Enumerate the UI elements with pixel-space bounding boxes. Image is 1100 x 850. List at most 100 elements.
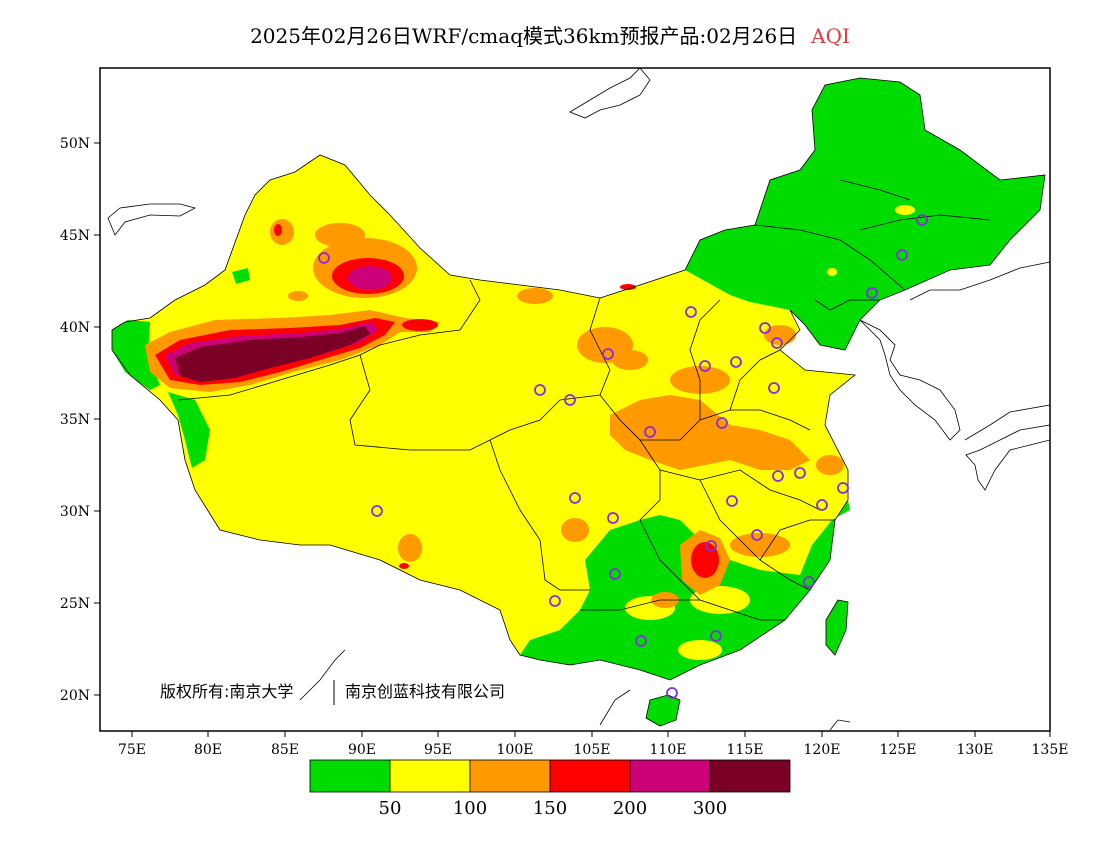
legend-swatch: [549, 759, 631, 793]
station-marker: [896, 249, 908, 261]
station-marker: [607, 512, 619, 524]
station-marker: [318, 252, 330, 264]
region-green-west: [112, 320, 160, 390]
station-marker: [751, 529, 763, 541]
station-marker: [635, 635, 647, 647]
region-green-sw-edge: [168, 392, 210, 468]
legend-label: 200: [613, 798, 647, 819]
station-marker: [534, 384, 546, 396]
station-marker: [730, 356, 742, 368]
lon-label: 120E: [804, 742, 841, 758]
lon-label: 80E: [194, 742, 222, 758]
spot-orange-gansu: [517, 288, 553, 304]
station-marker: [816, 499, 828, 511]
lat-label: 25N: [60, 596, 90, 612]
legend-label: 150: [533, 798, 567, 819]
taiwan-green: [825, 599, 849, 656]
station-marker: [768, 382, 780, 394]
lon-label: 100E: [497, 742, 534, 758]
station-marker: [726, 495, 738, 507]
station-marker: [549, 595, 561, 607]
station-marker: [716, 417, 728, 429]
lat-label: 35N: [60, 412, 90, 428]
lon-label: 130E: [957, 742, 994, 758]
spot-orange-sichuan: [561, 518, 589, 542]
copyright-right: 南京创蓝科技有限公司: [345, 682, 505, 701]
legend-swatch: [629, 759, 711, 793]
copyright-left: 版权所有:南京大学: [160, 682, 293, 701]
legend-swatch: [709, 759, 791, 793]
aqi-legend: 50 100 150 200 300: [309, 759, 791, 819]
neighbor-coastlines: [107, 67, 1051, 731]
spot-orange-jiangsu: [816, 455, 844, 475]
title-variable: AQI: [811, 24, 850, 48]
station-marker: [685, 306, 697, 318]
spot-red-nm: [620, 284, 636, 290]
spot-orange-jiangxi: [730, 533, 790, 557]
lon-label: 75E: [118, 742, 146, 758]
station-marker: [564, 394, 576, 406]
legend-label: 50: [379, 798, 402, 819]
region-magenta-junggar: [348, 266, 392, 290]
legend-label: 100: [453, 798, 487, 819]
lon-label: 85E: [271, 742, 299, 758]
station-marker: [569, 492, 581, 504]
map-title: 2025年02月26日WRF/cmaq模式36km预报产品:02月26日 AQI: [0, 20, 1100, 49]
lon-label: 125E: [880, 742, 917, 758]
lat-label: 50N: [60, 136, 90, 152]
station-marker: [609, 568, 621, 580]
axis-ticks: [94, 142, 1051, 737]
region-orange-yili: [270, 219, 294, 245]
lat-labels: 50N 45N 40N 35N 30N 25N 20N: [60, 136, 90, 704]
station-marker: [759, 322, 771, 334]
china-aqi-field: [112, 78, 1045, 727]
lon-label: 90E: [348, 742, 376, 758]
station-marker: [710, 630, 722, 642]
province-boundaries: [111, 77, 1046, 681]
legend-swatch: [469, 759, 551, 793]
title-text: 2025年02月26日WRF/cmaq模式36km预报产品:02月26日: [250, 24, 798, 48]
spot-yellow-south3: [678, 640, 722, 660]
station-marker: [705, 540, 717, 552]
lat-label: 20N: [60, 688, 90, 704]
spot-yellow-ne: [895, 205, 915, 215]
region-green-northeast: [685, 78, 1045, 350]
lon-label: 110E: [650, 742, 687, 758]
station-marker: [794, 467, 806, 479]
lat-label: 45N: [60, 228, 90, 244]
station-marker: [699, 360, 711, 372]
legend-label: 300: [693, 798, 727, 819]
region-green-south: [520, 500, 850, 680]
station-marker: [644, 426, 656, 438]
region-green-north-tip: [232, 268, 250, 284]
spot-orange-shaanxi: [612, 350, 648, 370]
station-marker: [666, 687, 678, 699]
station-markers: [318, 214, 928, 699]
legend-swatch: [389, 759, 471, 793]
lon-label: 135E: [1032, 742, 1069, 758]
spot-orange-hebei: [764, 325, 796, 345]
station-marker: [803, 576, 815, 588]
station-marker: [771, 337, 783, 349]
lat-label: 30N: [60, 504, 90, 520]
station-marker: [837, 482, 849, 494]
spot-yellow-south2: [690, 586, 750, 614]
spot-red-hexi: [402, 319, 438, 331]
legend-swatch: [309, 759, 391, 793]
region-orange-urumqi: [315, 223, 365, 247]
station-marker: [866, 287, 878, 299]
lon-label: 95E: [424, 742, 452, 758]
station-marker: [916, 214, 928, 226]
spot-yellow-ne2: [827, 268, 837, 276]
lon-label: 105E: [574, 742, 611, 758]
spot-orange-tibet: [398, 534, 422, 562]
spot-orange-xj: [288, 291, 308, 301]
region-maroon-tarim: [175, 326, 370, 382]
spot-red-yili: [274, 224, 282, 236]
station-marker: [602, 348, 614, 360]
lat-label: 40N: [60, 320, 90, 336]
lon-label: 115E: [727, 742, 764, 758]
station-marker: [772, 470, 784, 482]
region-red-hunan: [691, 542, 719, 578]
